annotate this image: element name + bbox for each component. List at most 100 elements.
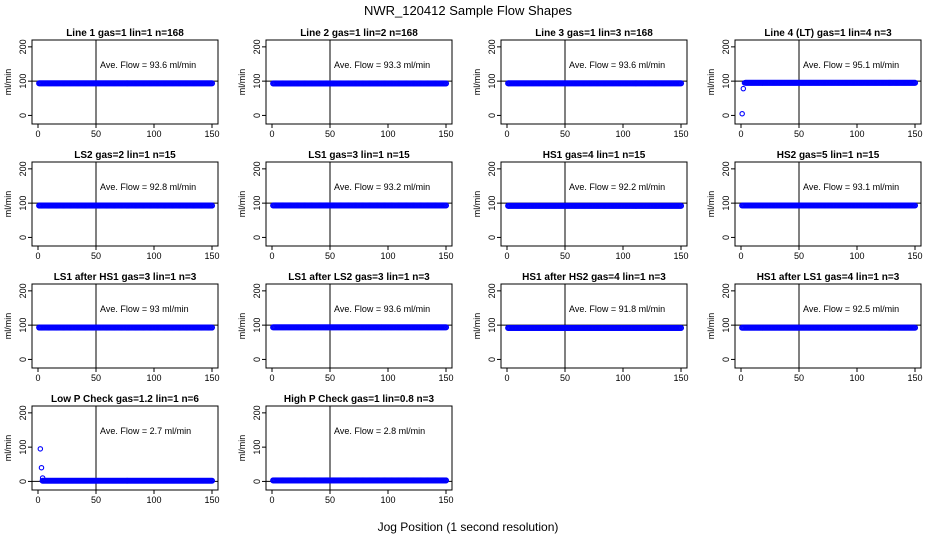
panel-4: Line 4 (LT) gas=1 lin=4 n=3 0 100 200 ml/min… (706, 28, 923, 139)
panel-9: LS1 after HS1 gas=3 lin=1 n=3 0 100 200 ml/m… (3, 272, 220, 383)
x-tick-label: 0 (504, 251, 509, 261)
panel-title: Low P Check gas=1.2 lin=1 n=6 (51, 394, 199, 405)
data-point (442, 80, 450, 87)
panel-3: Line 3 gas=1 lin=3 n=168 0 100 200 ml/min 0 50… (472, 28, 689, 139)
plot-box (31, 283, 219, 369)
data-point (677, 80, 685, 87)
x-tick-label: 50 (560, 373, 570, 383)
x-tick-label: 100 (615, 373, 630, 383)
data-point (677, 202, 685, 209)
plot-box (500, 283, 688, 369)
y-axis-label: ml/min (3, 191, 13, 218)
x-tick-label: 0 (269, 495, 274, 505)
data-point (442, 477, 450, 484)
panel-title: LS1 gas=3 lin=1 n=15 (308, 150, 410, 161)
y-tick-label: 0 (721, 235, 731, 240)
y-axis-label: ml/min (706, 69, 716, 96)
y-tick-label: 200 (252, 405, 262, 420)
y-tick-label: 200 (252, 39, 262, 54)
data-series (739, 79, 919, 117)
panel-2: Line 2 gas=1 lin=2 n=168 0 100 200 ml/min 0 50… (237, 28, 454, 139)
x-tick-label: 0 (504, 129, 509, 139)
data-point (740, 85, 747, 92)
plot-box (500, 39, 688, 125)
y-tick-label: 100 (721, 318, 731, 333)
y-axis-label: ml/min (472, 69, 482, 96)
average-flow-annotation: Ave. Flow = 2.8 ml/min (334, 426, 425, 436)
data-point (208, 202, 216, 209)
x-tick-label: 100 (615, 129, 630, 139)
x-tick-label: 150 (673, 251, 688, 261)
x-tick-label: 50 (325, 373, 335, 383)
data-series (270, 202, 450, 209)
y-tick-label: 200 (18, 161, 28, 176)
y-tick-label: 100 (18, 74, 28, 89)
x-tick-label: 50 (91, 373, 101, 383)
y-axis-label: ml/min (3, 69, 13, 96)
average-flow-annotation: Ave. Flow = 92.5 ml/min (803, 304, 899, 314)
data-series (270, 477, 450, 484)
panel-13: Low P Check gas=1.2 lin=1 n=6 0 100 200 ml/m… (3, 394, 220, 505)
y-tick-label: 200 (18, 39, 28, 54)
y-tick-label: 100 (18, 440, 28, 455)
data-series (270, 324, 450, 331)
data-point (208, 80, 216, 87)
x-tick-label: 100 (849, 251, 864, 261)
y-axis-label: ml/min (237, 313, 247, 340)
x-tick-label: 50 (325, 495, 335, 505)
x-tick-label: 100 (146, 495, 161, 505)
y-tick-label: 100 (487, 318, 497, 333)
y-tick-label: 200 (487, 39, 497, 54)
y-tick-label: 100 (721, 74, 731, 89)
y-tick-label: 0 (252, 479, 262, 484)
panel-title: Line 3 gas=1 lin=3 n=168 (535, 28, 653, 39)
x-tick-label: 150 (204, 251, 219, 261)
plot-box (734, 283, 922, 369)
y-axis-label: ml/min (237, 435, 247, 462)
x-tick-label: 150 (438, 251, 453, 261)
data-series (739, 324, 919, 331)
x-tick-label: 150 (907, 129, 922, 139)
y-tick-label: 100 (487, 74, 497, 89)
panel-8: HS2 gas=5 lin=1 n=15 0 100 200 ml/min 0 50 100 1… (706, 150, 923, 261)
average-flow-annotation: Ave. Flow = 93.3 ml/min (334, 60, 430, 70)
data-point (37, 446, 44, 452)
data-point (677, 324, 685, 332)
y-axis-label: ml/min (706, 191, 716, 218)
average-flow-annotation: Ave. Flow = 91.8 ml/min (569, 304, 665, 314)
x-tick-label: 50 (91, 495, 101, 505)
panel-14: High P Check gas=1 lin=0.8 n=3 0 100 200 ml/… (237, 394, 454, 505)
figure-xlabel: Jog Position (1 second resolution) (378, 520, 559, 534)
y-tick-label: 0 (487, 113, 497, 118)
y-tick-label: 0 (721, 113, 731, 118)
data-series (505, 324, 685, 332)
data-point (911, 79, 919, 86)
y-tick-label: 200 (487, 161, 497, 176)
average-flow-annotation: Ave. Flow = 93.6 ml/min (100, 60, 196, 70)
y-axis-label: ml/min (472, 191, 482, 218)
x-tick-label: 0 (738, 251, 743, 261)
data-series (505, 202, 685, 209)
y-tick-label: 100 (252, 196, 262, 211)
x-tick-label: 50 (325, 251, 335, 261)
average-flow-annotation: Ave. Flow = 2.7 ml/min (100, 426, 191, 436)
x-tick-label: 0 (269, 129, 274, 139)
panel-title: High P Check gas=1 lin=0.8 n=3 (284, 394, 435, 405)
panel-title: Line 1 gas=1 lin=1 n=168 (66, 28, 184, 39)
x-tick-label: 50 (794, 251, 804, 261)
data-series (739, 202, 919, 209)
plot-box (31, 39, 219, 125)
x-tick-label: 0 (35, 373, 40, 383)
x-tick-label: 100 (380, 373, 395, 383)
panel-title: HS2 gas=5 lin=1 n=15 (777, 150, 880, 161)
y-tick-label: 200 (18, 283, 28, 298)
data-series (37, 446, 216, 484)
y-tick-label: 100 (487, 196, 497, 211)
y-tick-label: 0 (18, 357, 28, 362)
plot-box (500, 161, 688, 247)
y-axis-label: ml/min (472, 313, 482, 340)
y-tick-label: 100 (18, 318, 28, 333)
x-tick-label: 50 (560, 129, 570, 139)
y-axis-label: ml/min (3, 313, 13, 340)
data-point (442, 324, 450, 331)
